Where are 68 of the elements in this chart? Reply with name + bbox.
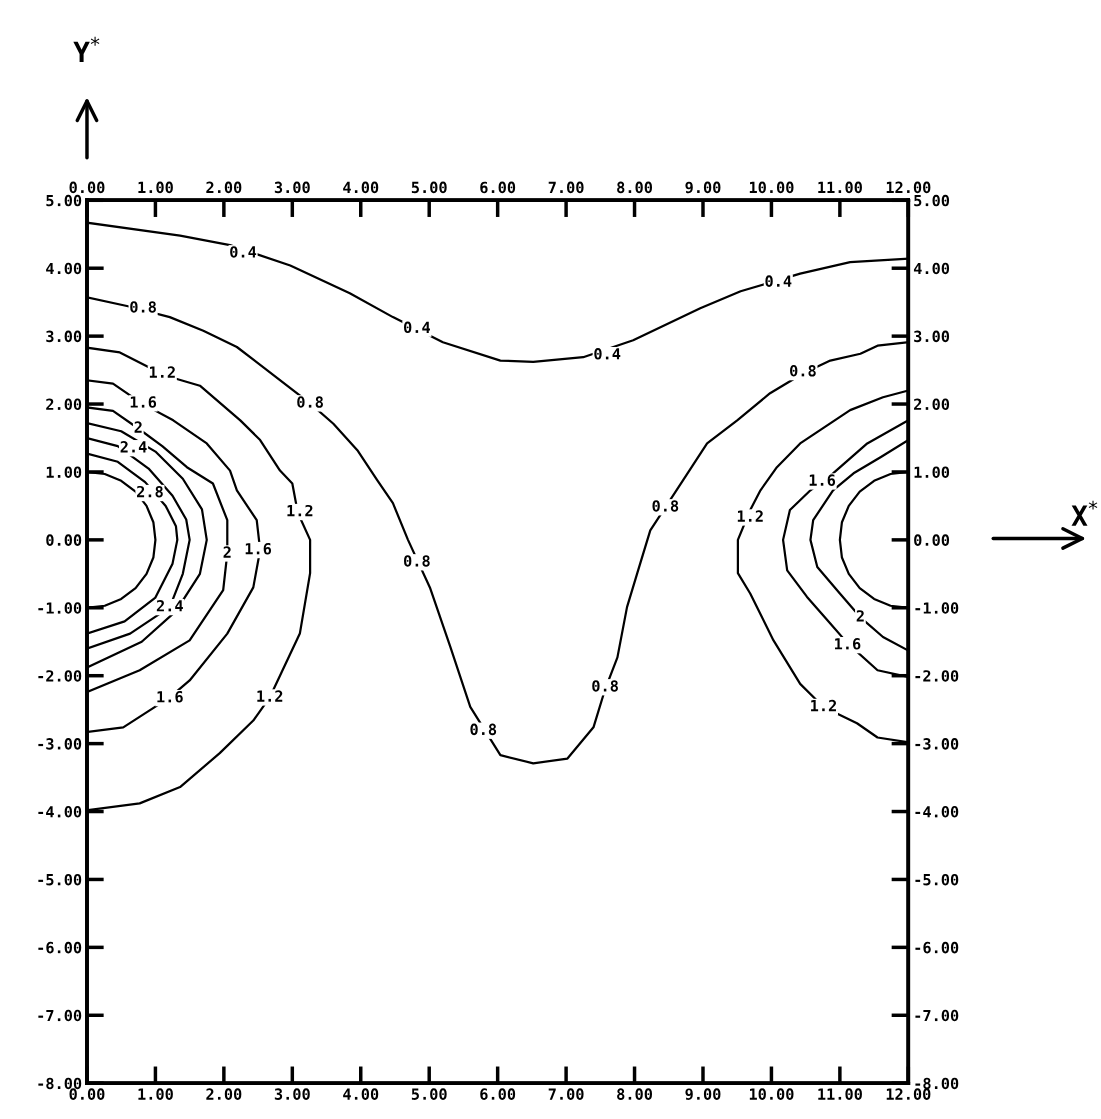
x2-tick-label: 4.00 (343, 181, 379, 194)
x-tick-label: 0.00 (69, 1088, 105, 1100)
x-tick-label: 5.00 (411, 1088, 447, 1100)
x-tick-label: 8.00 (617, 1088, 653, 1100)
y2-tick-label: -3.00 (915, 738, 959, 750)
y2-tick-label: -1.00 (915, 602, 959, 614)
annotation: 0.4 (404, 321, 430, 334)
y-tick-label: -2.00 (38, 670, 82, 682)
y2-tick-label: 0.00 (914, 534, 950, 546)
x2-tick-label: 5.00 (411, 181, 447, 194)
y-axis-title: Y$^{*}$ (73, 36, 100, 62)
x-tick-label: 6.00 (480, 1088, 516, 1100)
x2-tick-label: 8.00 (617, 181, 653, 194)
y2-tick-label: 2.00 (914, 398, 950, 411)
annotation: 0.4 (765, 275, 792, 287)
y2-tick-label: -8.00 (915, 1077, 959, 1090)
x2-tick-label: 1.00 (138, 181, 173, 194)
annotation: 0.8 (130, 301, 156, 313)
y-tick-label: -4.00 (38, 806, 82, 818)
y2-tick-label: -4.00 (915, 806, 959, 818)
y-tick-label: 5.00 (46, 194, 82, 207)
x2-tick-label: 12.00 (886, 181, 931, 194)
x2-tick-label: 9.00 (685, 181, 721, 194)
x-tick-label: 12.00 (886, 1088, 931, 1100)
y-tick-label: -7.00 (38, 1009, 82, 1022)
y2-tick-label: -7.00 (915, 1009, 959, 1022)
x2-tick-label: 6.00 (480, 181, 516, 194)
x-tick-label: 3.00 (274, 1088, 310, 1100)
y2-tick-label: -2.00 (915, 670, 959, 682)
y-tick-label: 1.00 (46, 466, 82, 478)
x2-tick-label: 2.00 (206, 181, 242, 194)
y-tick-label: 4.00 (46, 262, 82, 275)
x-tick-label: 2.00 (206, 1088, 242, 1100)
x2-tick-label: 7.00 (548, 181, 584, 194)
x2-tick-label: 11.00 (818, 181, 862, 194)
annotation: 2.4 (120, 441, 147, 453)
y-tick-label: -8.00 (38, 1077, 82, 1090)
y2-tick-label: 5.00 (914, 194, 950, 207)
x-tick-label: 1.00 (138, 1088, 173, 1100)
annotation: 1.6 (809, 474, 836, 486)
y-tick-label: 2.00 (46, 398, 82, 411)
annotation: 1.2 (737, 510, 763, 522)
y2-tick-label: -5.00 (915, 873, 959, 886)
x-tick-label: 7.00 (548, 1088, 584, 1100)
annotation: 0.8 (404, 555, 430, 567)
annotation: 0.8 (470, 723, 497, 736)
annotation: 2.8 (137, 485, 163, 498)
x2-tick-label: 0.00 (69, 181, 105, 194)
y2-tick-label: 4.00 (913, 262, 950, 275)
y-tick-label: -5.00 (38, 873, 82, 886)
y-tick-label: -6.00 (38, 941, 82, 954)
x-axis-title: X$^{*}$ (1071, 500, 1098, 526)
y2-tick-label: 1.00 (914, 466, 950, 478)
x2-tick-label: 10.00 (749, 181, 794, 194)
annotation: 0.4 (230, 246, 257, 258)
x-tick-label: 4.00 (343, 1088, 379, 1100)
x2-tick-label: 3.00 (274, 181, 310, 194)
annotation: 0.4 (594, 348, 621, 360)
x-tick-label: 11.00 (818, 1088, 862, 1100)
y2-tick-label: -6.00 (915, 941, 959, 954)
x-tick-label: 10.00 (749, 1088, 794, 1100)
y-tick-label: -1.00 (38, 602, 82, 614)
y-tick-label: 3.00 (46, 330, 82, 343)
x-tick-label: 9.00 (685, 1088, 721, 1100)
y-tick-label: 0.00 (46, 534, 82, 546)
y-tick-label: -3.00 (38, 738, 82, 750)
annotation: 0.8 (652, 500, 679, 512)
y2-tick-label: 3.00 (914, 330, 950, 343)
